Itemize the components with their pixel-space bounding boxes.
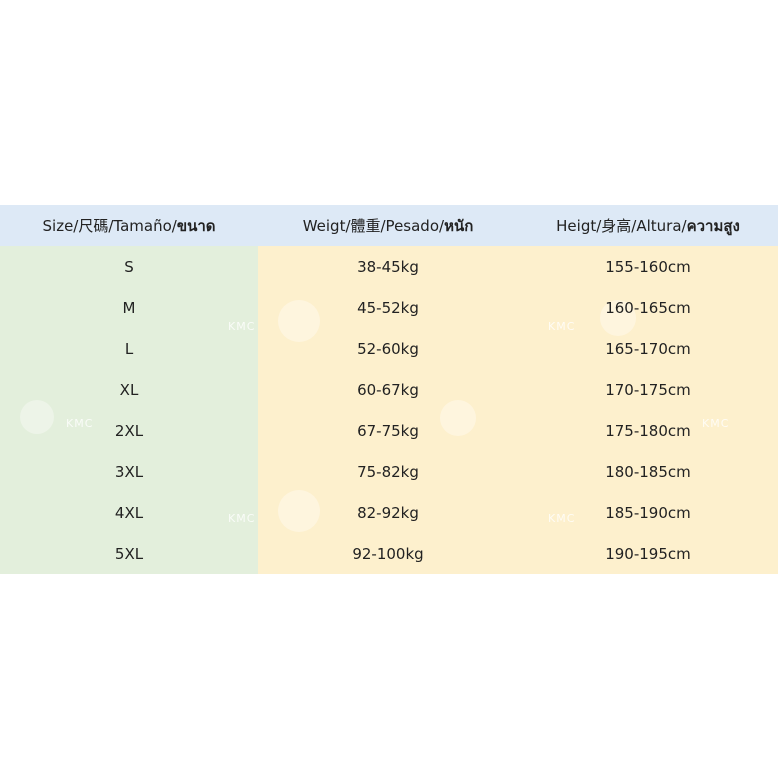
watermark: KMC bbox=[228, 320, 256, 333]
table-cell: L bbox=[124, 339, 134, 358]
header-text-thai: ขนาด bbox=[176, 216, 216, 235]
watermark: KMC bbox=[702, 417, 730, 430]
table-cell: 185-190cm bbox=[605, 503, 691, 522]
header-band bbox=[0, 205, 778, 246]
header-text-thai: ความสูง bbox=[686, 216, 740, 235]
table-cell: 180-185cm bbox=[605, 462, 691, 481]
size-column-bg bbox=[0, 246, 258, 574]
table-cell: M bbox=[122, 298, 136, 317]
bubble bbox=[600, 300, 636, 336]
table-cell: 4XL bbox=[114, 503, 144, 522]
watermark: KMC bbox=[548, 320, 576, 333]
table-cell: 82-92kg bbox=[357, 503, 419, 522]
table-cell: 45-52kg bbox=[357, 298, 419, 317]
header-cell: Weigt/體重/Pesado/หนัก bbox=[258, 205, 518, 246]
watermark: KMC bbox=[66, 417, 94, 430]
measure-column-bg bbox=[258, 246, 778, 574]
watermark: KMC bbox=[548, 512, 576, 525]
table-cell: 92-100kg bbox=[352, 544, 424, 563]
watermark: KMC bbox=[228, 512, 256, 525]
table-cell: 170-175cm bbox=[605, 380, 691, 399]
bubble bbox=[440, 400, 476, 436]
table-cell: 175-180cm bbox=[605, 421, 691, 440]
header-cell: Heigt/身高/Altura/ความสูง bbox=[518, 205, 778, 246]
table-cell: 75-82kg bbox=[357, 462, 419, 481]
header-text: Heigt/身高/Altura/ bbox=[556, 217, 687, 235]
table-cell: 160-165cm bbox=[605, 298, 691, 317]
bubble bbox=[20, 400, 54, 434]
table-cell: 3XL bbox=[114, 462, 144, 481]
table-cell: 60-67kg bbox=[357, 380, 419, 399]
table-cell: 38-45kg bbox=[357, 257, 419, 276]
table-cell: 52-60kg bbox=[357, 339, 419, 358]
header-text: Weigt/體重/Pesado/ bbox=[302, 217, 445, 235]
header-text-thai: หนัก bbox=[444, 216, 474, 235]
table-cell: 5XL bbox=[114, 544, 144, 563]
header-text: Size/尺碼/Tamaño/ bbox=[42, 217, 177, 235]
table-cell: 67-75kg bbox=[357, 421, 419, 440]
table-cell: 165-170cm bbox=[605, 339, 691, 358]
table-cell: 155-160cm bbox=[605, 257, 691, 276]
bubble bbox=[278, 300, 320, 342]
table-cell: S bbox=[124, 257, 134, 276]
table-cell: XL bbox=[119, 380, 139, 399]
bubble bbox=[278, 490, 320, 532]
table-cell: 2XL bbox=[114, 421, 144, 440]
table-cell: 190-195cm bbox=[605, 544, 691, 563]
header-cell: Size/尺碼/Tamaño/ขนาด bbox=[0, 205, 258, 246]
